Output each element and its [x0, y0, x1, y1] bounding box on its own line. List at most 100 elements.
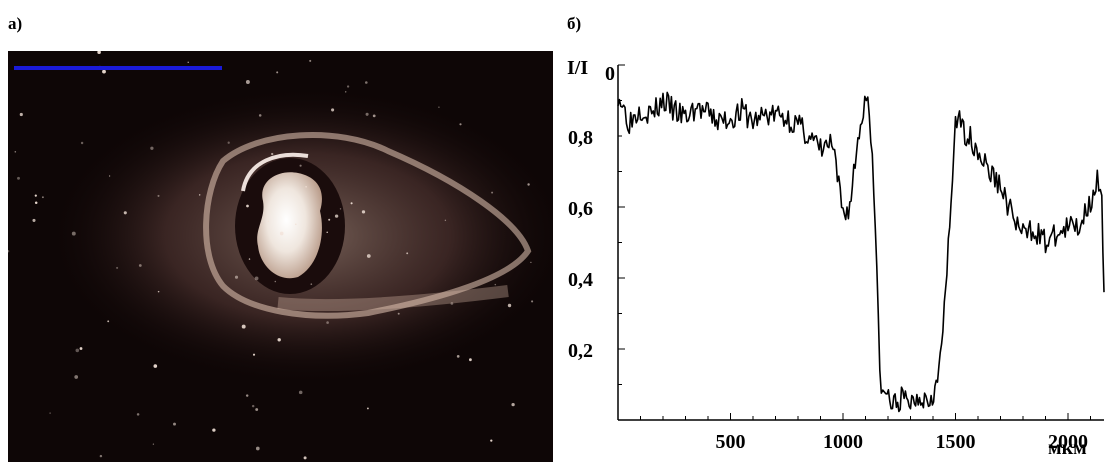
speck — [157, 194, 160, 197]
speck — [255, 408, 259, 411]
speck — [507, 303, 512, 308]
background-specks — [8, 51, 534, 460]
speck — [366, 254, 371, 258]
panel-label-b: б) — [567, 14, 582, 33]
speck — [41, 196, 44, 199]
speck — [450, 302, 454, 305]
plot-area: 0,2 0,4 0,6 0,8 500 1000 1500 2000 — [568, 64, 1105, 453]
speck — [198, 194, 201, 196]
y-axis-subscript: 0 — [605, 63, 615, 85]
microscope-photo — [8, 51, 553, 462]
speck — [406, 252, 409, 255]
speck — [350, 202, 353, 205]
speck — [187, 61, 189, 63]
speck — [138, 264, 142, 267]
speck — [271, 152, 274, 156]
speck — [14, 151, 17, 153]
speck — [212, 428, 216, 432]
speck — [366, 407, 369, 410]
speck — [444, 219, 447, 222]
speck — [74, 375, 79, 379]
speck — [234, 275, 239, 279]
x-axis-label: мкм — [1048, 437, 1087, 459]
speck — [372, 114, 376, 118]
speck — [97, 51, 101, 54]
speck — [339, 208, 342, 210]
speck — [494, 283, 497, 286]
y-tick-label: 0,8 — [568, 127, 593, 149]
speck — [108, 175, 111, 177]
speck — [530, 261, 532, 264]
speck — [34, 194, 37, 197]
speck — [361, 210, 366, 214]
speck — [298, 390, 303, 395]
x-tick-label: 500 — [716, 431, 746, 453]
x-tick-label: 1000 — [823, 431, 863, 453]
speck — [71, 231, 76, 236]
speck — [241, 324, 246, 329]
halo-tail — [277, 285, 509, 312]
speck — [80, 141, 84, 145]
speck — [459, 123, 462, 126]
speck — [153, 364, 158, 368]
speck — [326, 231, 328, 234]
speck — [491, 191, 494, 194]
speck — [49, 412, 51, 414]
y-tick-label: 0,6 — [568, 198, 593, 220]
speck — [299, 164, 302, 167]
speck — [251, 404, 255, 408]
speck — [252, 353, 256, 356]
x-tick-label: 1500 — [936, 431, 976, 453]
speck — [248, 258, 251, 260]
speck — [8, 249, 10, 253]
x-tick-label: 2000 — [1048, 431, 1088, 453]
speck — [310, 283, 313, 285]
speck — [79, 347, 83, 350]
speck — [527, 183, 530, 186]
speck — [511, 402, 515, 407]
intensity-series-line — [617, 91, 1105, 413]
speck — [490, 439, 493, 442]
speck — [267, 220, 270, 223]
speck — [246, 204, 249, 208]
y-tick-label: 0,4 — [568, 269, 593, 291]
speck — [173, 422, 176, 426]
speck — [245, 394, 249, 397]
speck — [255, 446, 260, 451]
speck — [334, 214, 339, 218]
speck — [365, 81, 368, 84]
speck — [276, 71, 279, 74]
speck — [258, 114, 262, 117]
panel-label-a: а) — [8, 14, 23, 33]
speck — [116, 266, 119, 269]
speck — [99, 454, 103, 458]
halo-ring — [203, 131, 532, 319]
speck — [150, 146, 154, 150]
speck — [346, 85, 350, 88]
speck — [34, 201, 38, 204]
scale-bar — [14, 66, 222, 70]
speck — [295, 223, 297, 226]
speck — [136, 413, 140, 416]
speck — [32, 218, 36, 222]
speck — [328, 218, 331, 221]
speck — [305, 185, 307, 188]
speck — [456, 355, 460, 358]
speck — [152, 443, 155, 445]
speck — [309, 59, 312, 62]
intensity-chart: I/I 0 0,2 0,4 0,6 0,8 500 1000 1500 2000 мкм — [567, 57, 1105, 459]
y-tick-label: 0,2 — [568, 340, 593, 362]
speck — [19, 112, 23, 117]
speck — [107, 320, 110, 323]
speck — [279, 231, 284, 236]
speck — [303, 456, 307, 460]
speck — [17, 176, 20, 180]
speck — [274, 280, 277, 283]
speck — [227, 141, 230, 144]
speck — [75, 348, 80, 353]
speck — [331, 108, 335, 112]
speck — [326, 321, 329, 324]
speck — [469, 358, 472, 362]
speck — [157, 290, 160, 293]
speck — [123, 211, 127, 215]
